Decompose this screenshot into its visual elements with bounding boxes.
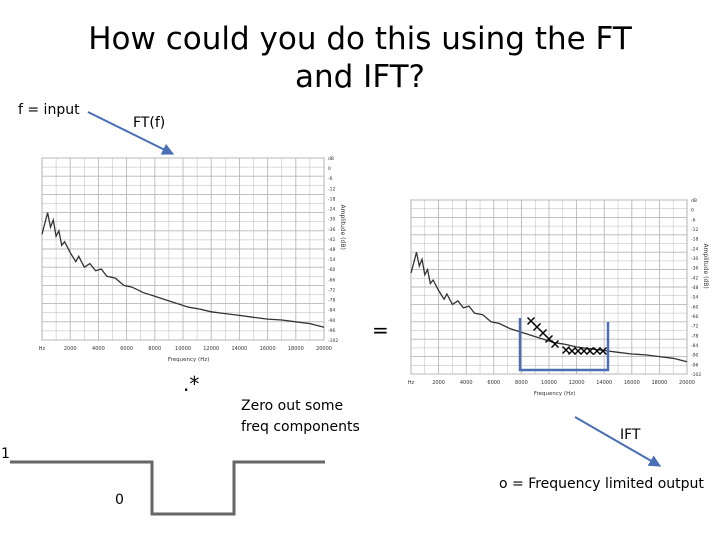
y-tick-label: -72 <box>328 287 335 293</box>
x-marker <box>527 317 535 325</box>
x-tick-label: Hz <box>408 380 415 386</box>
x-marker <box>545 335 553 343</box>
x-tick-label: 10000 <box>541 380 557 386</box>
ft-arrow <box>87 111 175 155</box>
y-tick-label: -66 <box>328 277 335 283</box>
y-tick-label: -42 <box>328 237 335 243</box>
x-axis-label: Frequency (Hz) <box>168 357 209 363</box>
y-tick-label: -72 <box>691 324 698 330</box>
zero-out-note: Zero out some freq components <box>241 396 360 438</box>
x-tick-label: 12000 <box>569 380 585 386</box>
y-tick-label: -24 <box>328 207 335 213</box>
y-tick-label: 0 <box>328 166 331 172</box>
y-tick-label: -48 <box>328 247 335 253</box>
x-tick-label: 20000 <box>679 380 695 386</box>
x-marker <box>551 340 559 348</box>
x-tick-label: 14000 <box>231 346 247 352</box>
x-tick-label: 14000 <box>596 380 612 386</box>
y-tick-label: -6 <box>328 176 333 182</box>
y-tick-label: 0 <box>691 208 694 214</box>
x-tick-label: 16000 <box>260 346 276 352</box>
y-tick-label: -36 <box>328 227 335 233</box>
y-tick-label: -30 <box>328 217 335 223</box>
y-tick-label: -90 <box>691 353 698 359</box>
zeroed-markers <box>527 317 607 355</box>
equals-sign: = <box>372 318 389 342</box>
slide-title: How could you do this using the FT and I… <box>88 21 632 95</box>
y-tick-label: -36 <box>691 266 698 272</box>
x-tick-label: 20000 <box>316 346 332 352</box>
y-tick-label: dB <box>691 198 697 204</box>
y-tick-label: -102 <box>328 338 338 344</box>
y-axis-label: Amplitude (dB) <box>702 243 709 288</box>
y-tick-label: -12 <box>691 227 698 233</box>
y-tick-label: -60 <box>328 267 335 273</box>
y-tick-label: -42 <box>691 275 698 281</box>
output-label: o = Frequency limited output <box>499 476 704 492</box>
x-tick-label: 6000 <box>487 380 500 386</box>
mask-step-function <box>10 460 325 516</box>
x-marker <box>574 347 582 355</box>
y-tick-label: -60 <box>691 304 698 310</box>
x-marker <box>562 346 570 354</box>
y-tick-label: -96 <box>691 362 698 368</box>
x-marker <box>533 323 541 331</box>
ft-label: FT(f) <box>133 115 166 131</box>
y-tick-label: -90 <box>328 318 335 324</box>
zero-out-line-1: Zero out some <box>241 398 344 414</box>
x-tick-label: 8000 <box>148 346 161 352</box>
x-marker <box>539 329 547 337</box>
y-tick-label: -96 <box>328 328 335 334</box>
y-tick-label: -78 <box>328 298 335 304</box>
x-tick-label: 4000 <box>460 380 473 386</box>
x-tick-label: 6000 <box>120 346 133 352</box>
x-tick-label: 8000 <box>515 380 528 386</box>
y-tick-label: -6 <box>691 217 696 223</box>
ift-label: IFT <box>620 427 641 443</box>
y-tick-label: -30 <box>691 256 698 262</box>
y-tick-label: -84 <box>691 343 698 349</box>
x-tick-label: 18000 <box>288 346 304 352</box>
y-tick-label: -18 <box>691 237 698 243</box>
input-label: f = input <box>18 102 80 118</box>
x-marker <box>599 347 607 355</box>
spectrum-curve <box>41 212 325 328</box>
x-marker <box>568 347 576 355</box>
zeroed-region-box <box>518 318 610 372</box>
x-axis-label: Frequency (Hz) <box>534 391 575 397</box>
y-tick-label: -24 <box>691 246 698 252</box>
spectrum-plot-2: Hz 2000 4000 6000 8000 10000 12000 14000 16000 18… <box>408 198 709 397</box>
y-tick-label: -18 <box>328 196 335 202</box>
y-tick-label: -78 <box>691 333 698 339</box>
multiply-operator: .* <box>183 372 200 396</box>
x-tick-label: 12000 <box>203 346 219 352</box>
y-tick-label: -84 <box>328 308 335 314</box>
spectrum-plot-1: Hz 2000 4000 6000 8000 10000 12000 14000 16000 18… <box>39 156 346 363</box>
x-tick-label: 16000 <box>624 380 640 386</box>
x-tick-label: 2000 <box>64 346 77 352</box>
x-tick-label: 10000 <box>175 346 191 352</box>
zero-out-line-2: freq components <box>241 419 360 435</box>
y-axis-label: Amplitude (dB) <box>339 205 346 250</box>
y-tick-label: -12 <box>328 186 335 192</box>
y-tick-label: -48 <box>691 285 698 291</box>
step-low-label: 0 <box>115 492 124 508</box>
x-tick-label: 4000 <box>92 346 105 352</box>
y-tick-label: -102 <box>691 372 701 378</box>
y-tick-label: -54 <box>328 257 335 263</box>
x-tick-label: 18000 <box>651 380 667 386</box>
y-tick-label: -54 <box>691 295 698 301</box>
y-tick-label: dB <box>328 156 334 162</box>
x-tick-label: 2000 <box>432 380 445 386</box>
x-tick-label: Hz <box>39 346 46 352</box>
x-marker <box>586 347 594 355</box>
ift-arrow <box>574 416 662 467</box>
x-marker <box>580 347 588 355</box>
step-high-label: 1 <box>1 446 10 462</box>
x-marker <box>593 347 601 355</box>
y-tick-label: -66 <box>691 314 698 320</box>
